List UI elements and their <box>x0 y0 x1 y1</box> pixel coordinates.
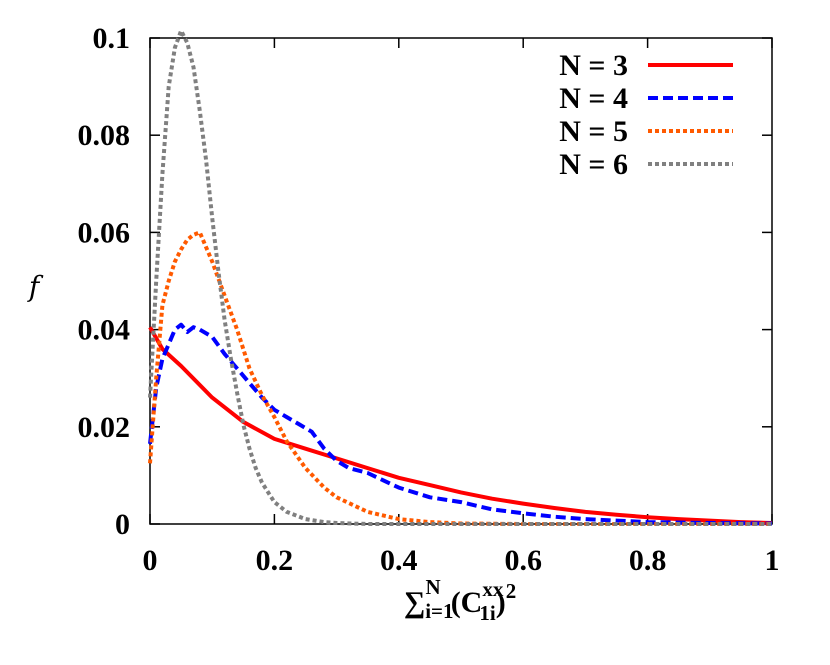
plot-frame <box>149 37 773 525</box>
x-label-sup: xx <box>482 577 504 601</box>
x-tick-label: 0 <box>143 544 158 577</box>
x-label-open: (C <box>451 586 483 619</box>
x-tick-label: 1 <box>765 544 780 577</box>
legend-label: N = 4 <box>559 82 628 115</box>
x-tick-label: 0.8 <box>629 544 667 577</box>
y-tick-label: 0.06 <box>78 216 131 249</box>
legend-label: N = 5 <box>559 115 628 148</box>
x-label-sub: 1i <box>479 601 496 625</box>
legend: N = 3N = 4N = 5N = 6 <box>559 49 733 181</box>
x-tick-label: 0.2 <box>256 544 294 577</box>
y-tick-label: 0.1 <box>93 22 131 55</box>
x-label-upper: N <box>426 575 441 599</box>
legend-label: N = 6 <box>559 148 628 181</box>
y-tick-label: 0.08 <box>78 119 131 152</box>
x-tick-label: 0.6 <box>504 544 542 577</box>
tick-labels: 0 0.2 0.4 0.6 0.8 1 0 0.02 0.04 0.06 0.08 0.1 <box>78 22 780 577</box>
y-tick-label: 0.02 <box>78 411 131 444</box>
x-label-sum: ∑ <box>404 586 425 619</box>
x-axis-label: ∑i=1N (Cxx 1i)2 <box>404 575 516 625</box>
series-line-n4 <box>148 322 773 526</box>
y-tick-label: 0 <box>115 508 130 541</box>
x-label-close: ) <box>496 586 506 619</box>
y-tick-label: 0.04 <box>78 314 131 347</box>
series-lines <box>148 28 773 526</box>
legend-label: N = 3 <box>559 49 628 82</box>
axis-ticks <box>149 37 773 525</box>
x-label-lower: i=1 <box>425 599 453 623</box>
y-axis-label: f <box>27 270 44 303</box>
series-line-n3 <box>148 326 773 525</box>
x-label-power: 2 <box>506 579 517 603</box>
x-tick-label: 0.4 <box>380 544 418 577</box>
series-line-n6 <box>148 28 772 526</box>
